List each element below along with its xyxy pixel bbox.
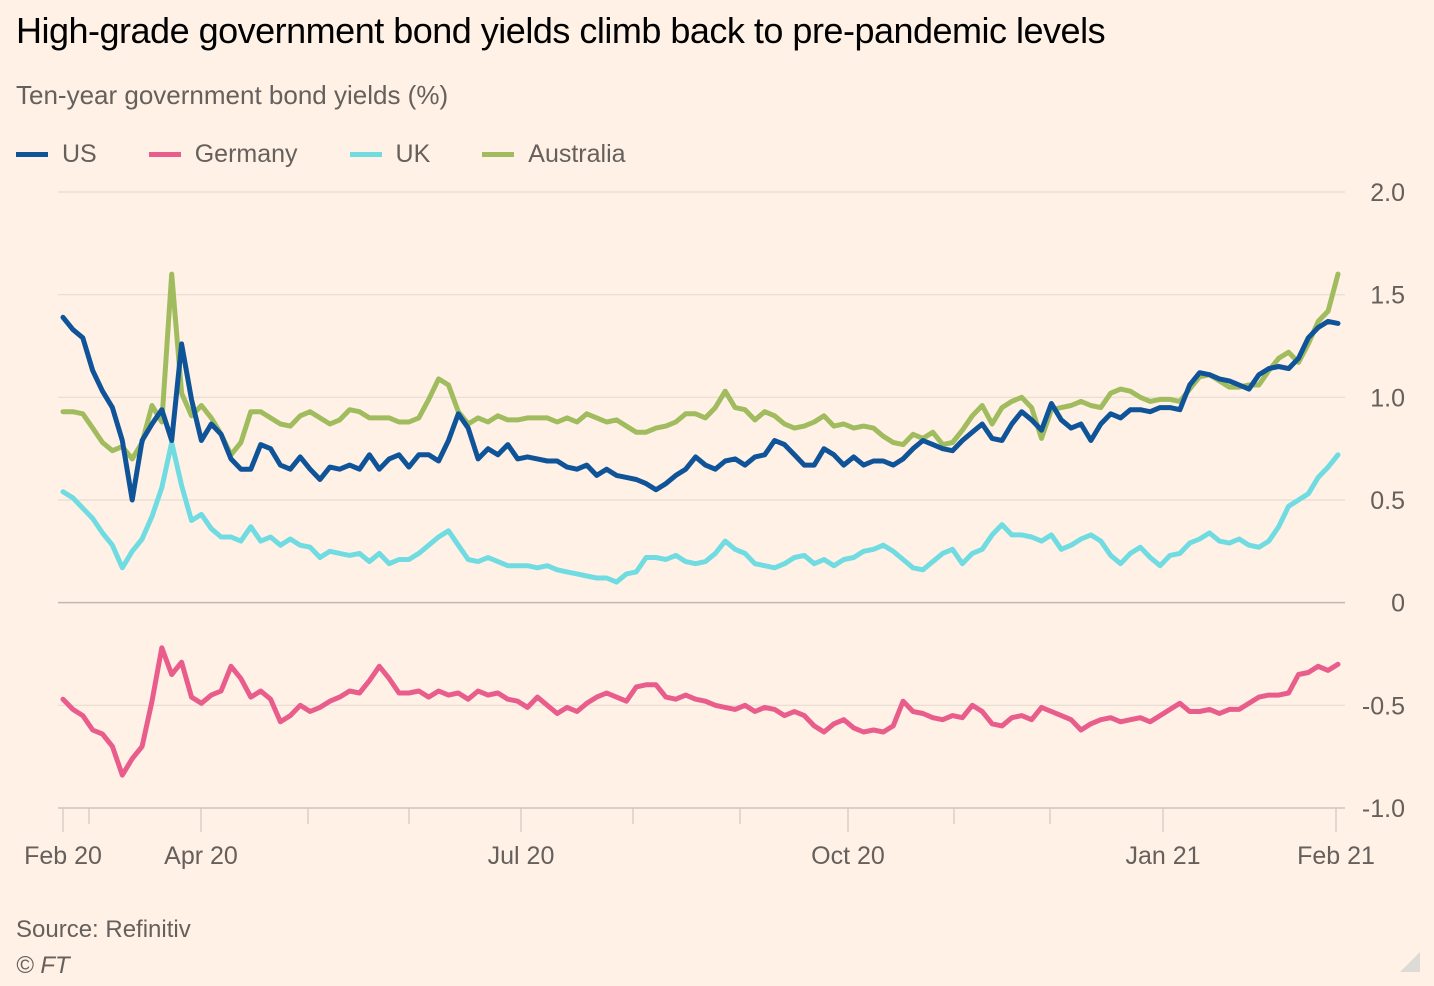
legend-label-us: US xyxy=(62,140,97,168)
legend-swatch-uk xyxy=(349,152,382,157)
legend-swatch-germany xyxy=(148,152,181,157)
chart-subtitle: Ten-year government bond yields (%) xyxy=(16,80,449,110)
x-tick-label: Feb 20 xyxy=(24,842,102,870)
source-note: Source: Refinitiv xyxy=(16,916,191,943)
series-line-uk xyxy=(60,440,1341,585)
copyright-note: © FT xyxy=(16,952,70,979)
legend: US Germany UK Australia xyxy=(16,140,678,169)
y-tick-label: 0 xyxy=(1391,590,1405,618)
x-tick-label: Jul 20 xyxy=(488,842,555,870)
y-tick-label: 2.0 xyxy=(1370,179,1405,207)
legend-item-germany: Germany xyxy=(148,140,298,169)
series-line-us xyxy=(60,314,1341,503)
legend-label-australia: Australia xyxy=(528,140,626,168)
x-tick-label: Feb 21 xyxy=(1297,842,1375,870)
legend-label-germany: Germany xyxy=(194,140,298,168)
x-tick-label: Oct 20 xyxy=(811,842,885,870)
chart-title: High-grade government bond yields climb … xyxy=(16,10,1106,51)
legend-item-uk: UK xyxy=(349,140,431,169)
y-tick-label: 1.5 xyxy=(1370,282,1405,310)
legend-swatch-australia xyxy=(482,152,515,157)
y-tick-label: 1.0 xyxy=(1370,384,1405,412)
x-tick-label: Apr 20 xyxy=(164,842,238,870)
legend-swatch-us xyxy=(16,152,48,157)
y-tick-label: -1.0 xyxy=(1362,795,1405,823)
legend-item-australia: Australia xyxy=(482,140,626,169)
x-tick-label: Jan 21 xyxy=(1125,842,1200,870)
legend-item-us: US xyxy=(16,140,97,169)
series-line-australia xyxy=(60,271,1341,462)
legend-label-uk: UK xyxy=(395,140,431,168)
resize-corner-icon xyxy=(1400,952,1420,972)
y-tick-label: -0.5 xyxy=(1362,692,1405,720)
y-tick-label: 0.5 xyxy=(1370,487,1405,515)
series-line-germany xyxy=(60,645,1341,778)
